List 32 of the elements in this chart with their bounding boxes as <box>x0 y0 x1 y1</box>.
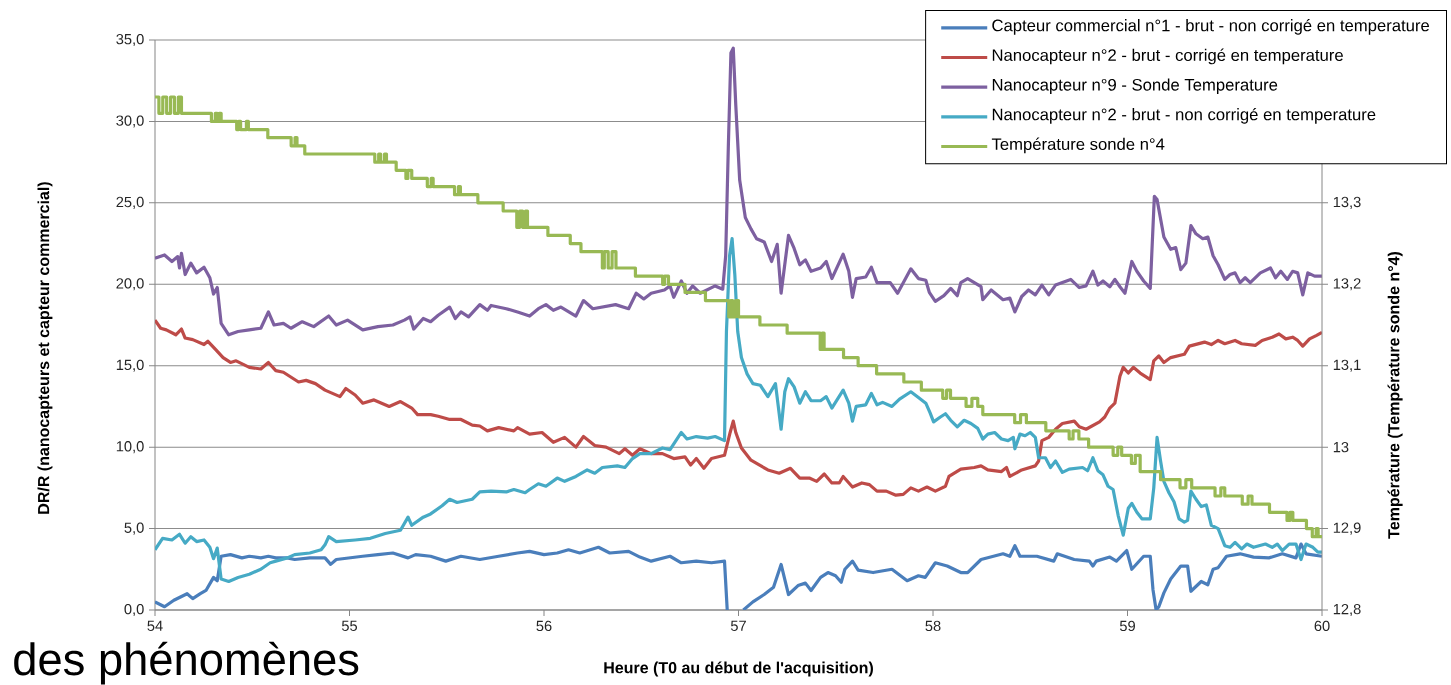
x-tick-label: 55 <box>341 620 358 631</box>
line-series <box>155 318 1323 497</box>
y-tick-label: 15,0 <box>116 359 144 372</box>
x-tick-label: 57 <box>730 620 746 631</box>
y-tick-label: 30,0 <box>116 115 144 128</box>
y2-tick-label: 13 <box>1333 441 1349 453</box>
x-tick-label: 58 <box>925 620 941 632</box>
legend-label: Nanocapteur n°2 - brut - corrigé en temperature <box>992 48 1343 65</box>
x-tick-label: 60 <box>1314 620 1330 632</box>
y2-tick-label: 13,2 <box>1333 278 1361 291</box>
y-tick-label: 10,0 <box>116 441 144 454</box>
legend-label: Température sonde n°4 <box>991 137 1165 154</box>
y2-tick-label: 13,1 <box>1333 359 1361 372</box>
y-tick-label: 25,0 <box>116 196 144 209</box>
y-tick-label: 0,0 <box>124 603 144 617</box>
y-tick-label: 35,0 <box>116 33 144 47</box>
legend-label: Capteur commercial n°1 - brut - non corrigé en temperature <box>992 18 1430 35</box>
line-series <box>155 237 1323 584</box>
y2-tick-label: 13,3 <box>1333 196 1361 209</box>
x-tick-label: 56 <box>536 620 552 632</box>
y-axis-title: DR/R (nanocapteurs et capteur commercial) <box>37 182 53 514</box>
y2-axis-title: Température (Température sonde n°4) <box>1387 251 1403 539</box>
x-tick-label: 54 <box>147 620 163 631</box>
legend-label: Nanocapteur n°2 - brut - non corrigé en temperature <box>992 107 1376 124</box>
y-tick-label: 5,0 <box>124 522 144 535</box>
x-tick-label: 59 <box>1119 620 1135 632</box>
y-tick-label: 20,0 <box>116 278 144 291</box>
y2-tick-label: 12,8 <box>1333 603 1361 617</box>
text: des phénomènes <box>14 641 359 685</box>
legend-label: Nanocapteur n°9 - Sonde Temperature <box>992 78 1278 94</box>
y2-tick-label: 12,9 <box>1333 522 1361 535</box>
x-axis-title: Heure (T0 au début de l'acquisition) <box>604 661 873 677</box>
